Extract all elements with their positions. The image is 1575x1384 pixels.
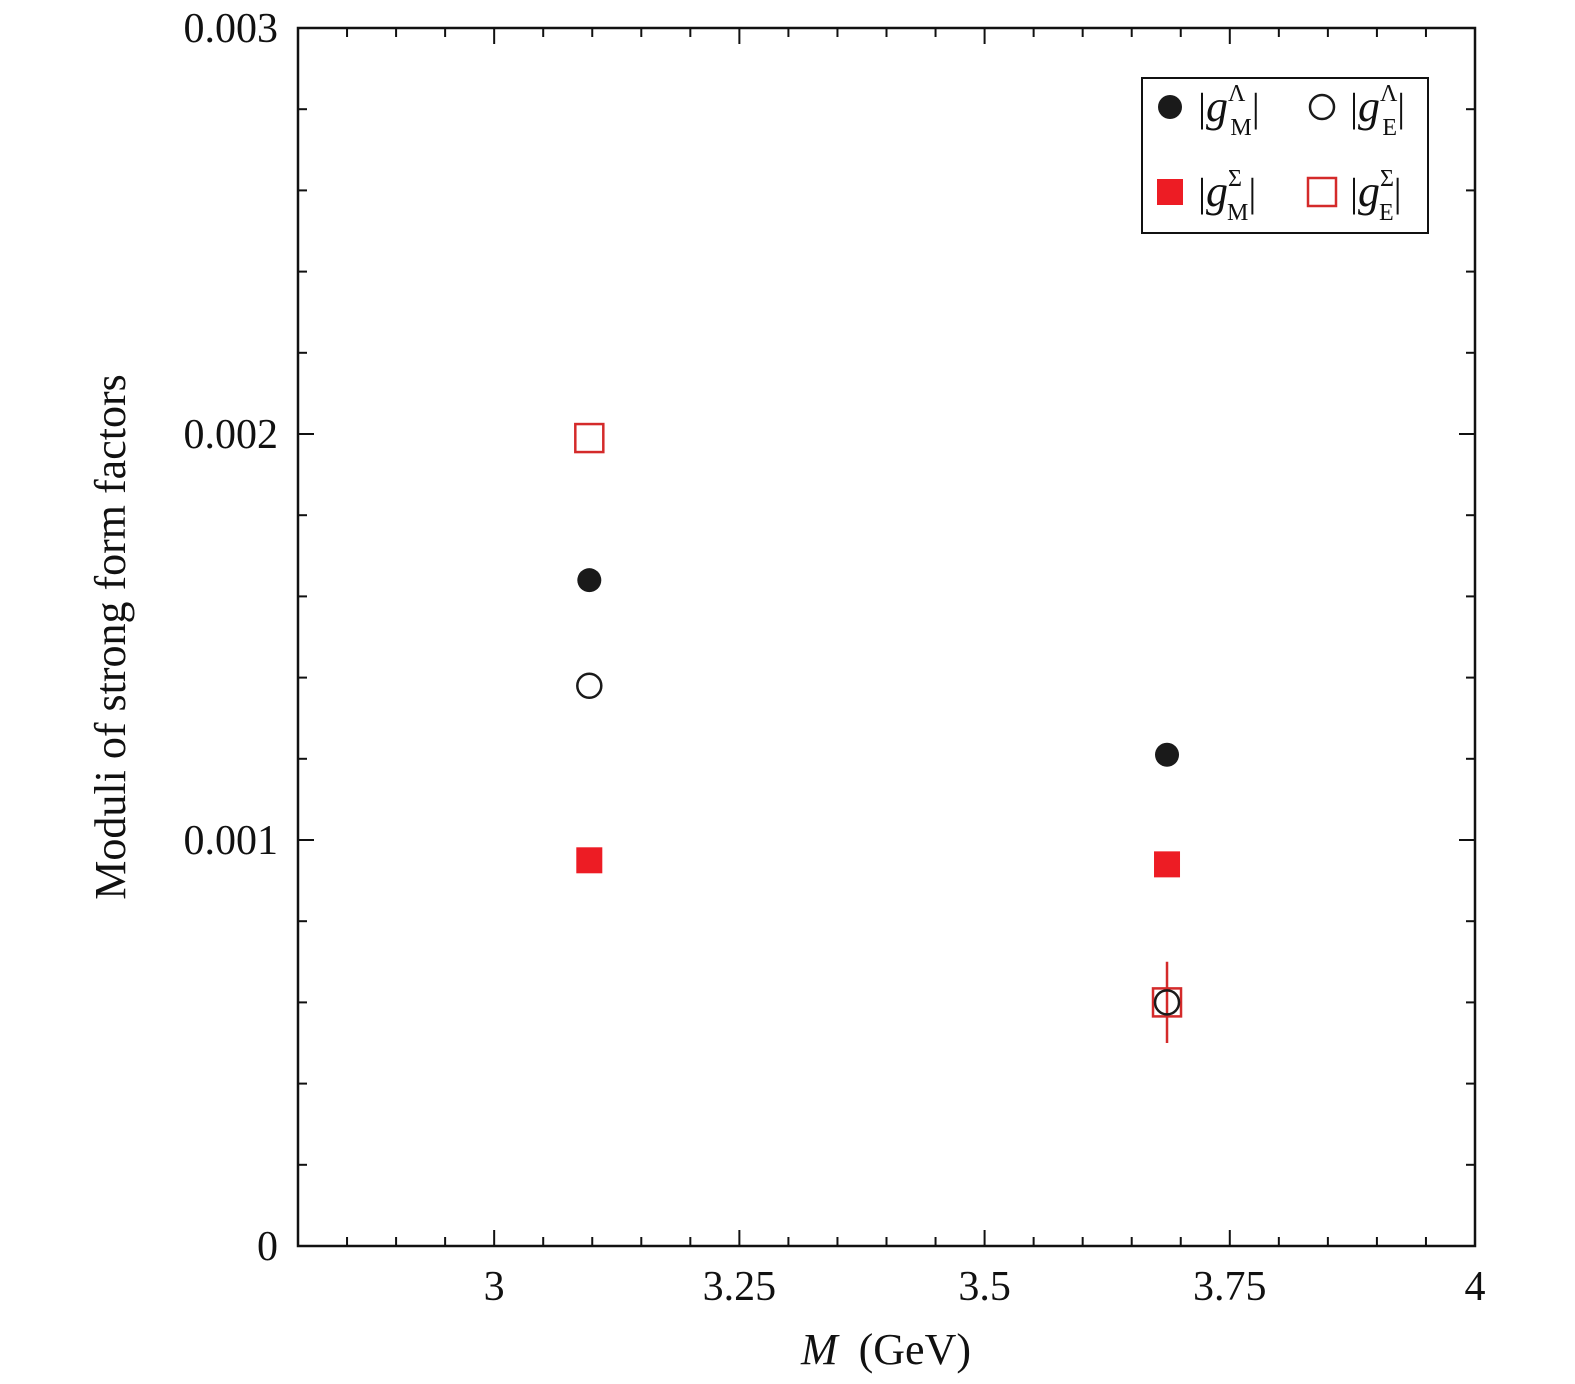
legend-bar: | bbox=[1350, 170, 1358, 215]
legend-bar: | bbox=[1252, 85, 1260, 130]
data-point-open-circle bbox=[1153, 989, 1181, 1016]
legend-box bbox=[1141, 77, 1429, 234]
legend-superscript: Λ bbox=[1380, 81, 1398, 107]
data-point-filled-square bbox=[576, 847, 603, 874]
data-point-open-square bbox=[1151, 987, 1183, 1018]
x-tick-label: 3.25 bbox=[703, 1264, 777, 1310]
legend-symbol: g bbox=[1358, 167, 1380, 216]
x-tick-label: 3.75 bbox=[1193, 1264, 1267, 1310]
data-point-open-square bbox=[574, 422, 605, 454]
legend-subscript: E bbox=[1379, 200, 1394, 226]
data-point-open-circle bbox=[576, 672, 603, 699]
legend-symbol: g bbox=[1206, 82, 1228, 131]
y-tick-label: 0.002 bbox=[184, 412, 279, 458]
data-point-filled-circle bbox=[1155, 742, 1180, 767]
axis-tick-labels: 3 3.25 3.5 3.75 4 0 0.001 0.002 0.003 bbox=[184, 6, 1486, 1310]
legend-label: |gΣ M| bbox=[1198, 166, 1256, 226]
legend-marker bbox=[1308, 93, 1336, 121]
legend-subscript: M bbox=[1227, 200, 1248, 226]
x-tick-label: 3.5 bbox=[958, 1264, 1011, 1310]
legend-label: |gΛ M| bbox=[1198, 81, 1260, 141]
legend-marker bbox=[1306, 176, 1338, 208]
data-marks bbox=[574, 422, 1183, 1043]
x-axis-label: M (GeV) bbox=[800, 1325, 971, 1374]
legend-subscript: M bbox=[1230, 115, 1251, 141]
legend-symbol: g bbox=[1358, 82, 1380, 131]
y-axis-label: Moduli of strong form factors bbox=[86, 374, 135, 899]
legend-marker bbox=[1158, 95, 1182, 119]
data-point-filled-circle bbox=[577, 568, 602, 593]
legend-bar: | bbox=[1394, 170, 1402, 215]
legend-bar: | bbox=[1198, 85, 1206, 130]
legend-bar: | bbox=[1248, 170, 1256, 215]
y-tick-label: 0 bbox=[257, 1224, 278, 1270]
y-tick-label: 0.003 bbox=[184, 6, 279, 52]
legend-marker bbox=[1157, 179, 1183, 205]
legend-bar: | bbox=[1198, 170, 1206, 215]
y-tick-label: 0.001 bbox=[184, 818, 279, 864]
legend-symbol: g bbox=[1206, 167, 1228, 216]
legend: |gΛ M| |gΛ E||gΣ M| |gΣ E| bbox=[1141, 77, 1429, 234]
legend-bar: | bbox=[1350, 85, 1358, 130]
x-tick-label: 3 bbox=[484, 1264, 505, 1310]
x-tick-label: 4 bbox=[1465, 1264, 1486, 1310]
axis-ticks bbox=[297, 27, 1476, 1247]
legend-bar: | bbox=[1397, 85, 1405, 130]
legend-subscript: E bbox=[1382, 115, 1397, 141]
legend-superscript: Λ bbox=[1228, 81, 1246, 107]
legend-superscript: Σ bbox=[1380, 166, 1394, 192]
x-axis-label-unit: (GeV) bbox=[859, 1325, 971, 1374]
x-axis-label-symbol: M bbox=[800, 1325, 840, 1374]
legend-superscript: Σ bbox=[1228, 166, 1242, 192]
data-point-filled-square bbox=[1154, 851, 1181, 878]
legend-label: |gΣ E| bbox=[1350, 166, 1402, 226]
legend-label: |gΛ E| bbox=[1350, 81, 1405, 141]
